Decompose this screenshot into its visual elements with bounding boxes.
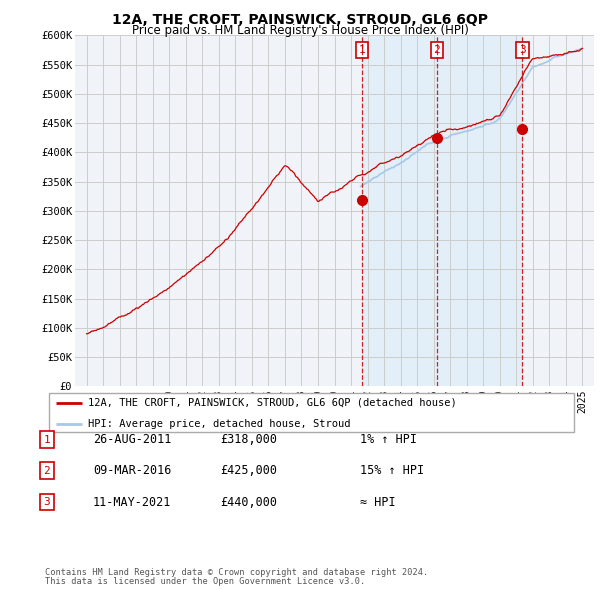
- Text: 3: 3: [43, 497, 50, 507]
- Text: 12A, THE CROFT, PAINSWICK, STROUD, GL6 6QP (detached house): 12A, THE CROFT, PAINSWICK, STROUD, GL6 6…: [88, 398, 457, 408]
- Text: 1: 1: [358, 45, 365, 55]
- Text: 2: 2: [433, 45, 440, 55]
- Text: 2: 2: [43, 466, 50, 476]
- Text: ≈ HPI: ≈ HPI: [360, 496, 395, 509]
- Text: This data is licensed under the Open Government Licence v3.0.: This data is licensed under the Open Gov…: [45, 578, 365, 586]
- Text: £425,000: £425,000: [221, 464, 277, 477]
- Text: 12A, THE CROFT, PAINSWICK, STROUD, GL6 6QP: 12A, THE CROFT, PAINSWICK, STROUD, GL6 6…: [112, 13, 488, 27]
- Bar: [362, 35, 523, 386]
- Text: 1% ↑ HPI: 1% ↑ HPI: [360, 433, 417, 446]
- Text: 3: 3: [519, 45, 526, 55]
- Text: £318,000: £318,000: [221, 433, 277, 446]
- Text: HPI: Average price, detached house, Stroud: HPI: Average price, detached house, Stro…: [88, 419, 350, 429]
- Text: Price paid vs. HM Land Registry's House Price Index (HPI): Price paid vs. HM Land Registry's House …: [131, 24, 469, 37]
- Text: 15% ↑ HPI: 15% ↑ HPI: [360, 464, 424, 477]
- Text: £440,000: £440,000: [221, 496, 277, 509]
- Text: 26-AUG-2011: 26-AUG-2011: [93, 433, 172, 446]
- Text: 1: 1: [43, 435, 50, 444]
- Text: 09-MAR-2016: 09-MAR-2016: [93, 464, 172, 477]
- FancyBboxPatch shape: [49, 393, 574, 432]
- Text: Contains HM Land Registry data © Crown copyright and database right 2024.: Contains HM Land Registry data © Crown c…: [45, 568, 428, 577]
- Text: 11-MAY-2021: 11-MAY-2021: [93, 496, 172, 509]
